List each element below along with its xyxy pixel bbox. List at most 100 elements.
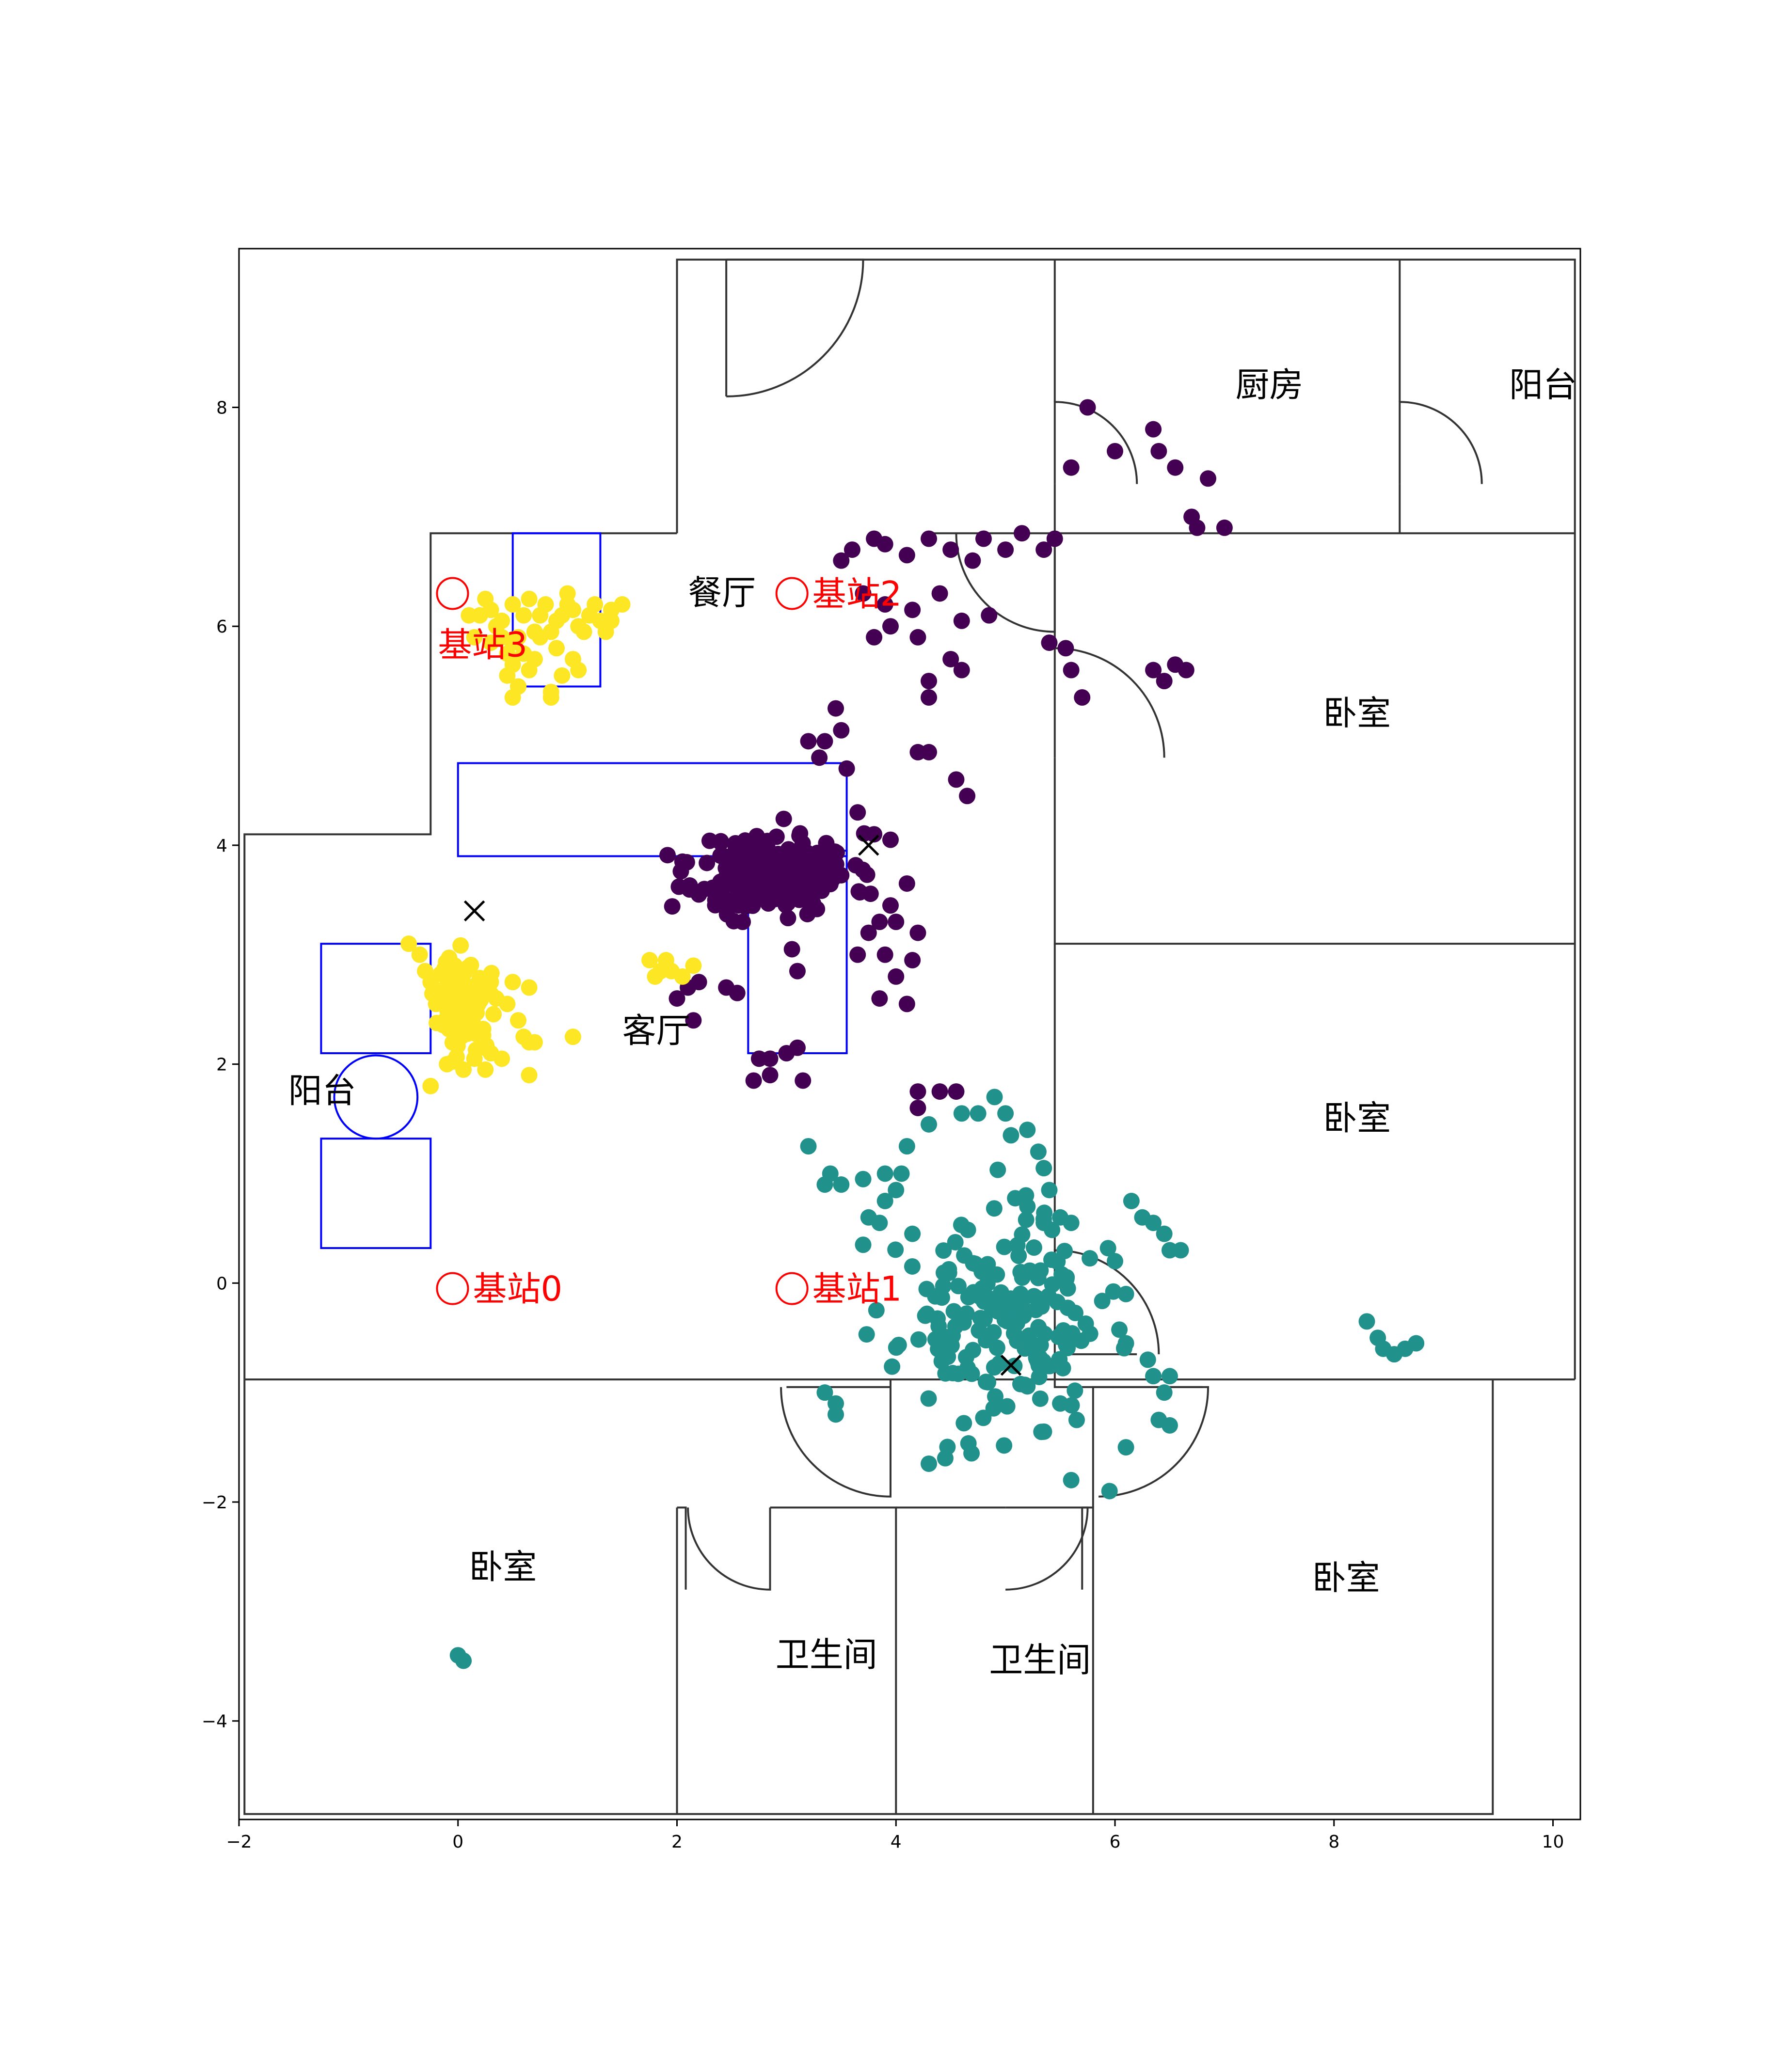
door-swing-arc: [726, 258, 864, 397]
base-station-label: 基站0: [473, 1269, 562, 1309]
scatter-point: [822, 864, 839, 881]
scatter-point: [882, 618, 899, 635]
scatter-point: [439, 1056, 456, 1073]
scatter-point: [876, 596, 893, 613]
scatter-point: [898, 996, 915, 1012]
scatter-point: [950, 1278, 967, 1295]
scatter-point: [789, 963, 806, 980]
scatter-point: [1101, 1483, 1118, 1500]
wall-segment: [243, 1379, 1494, 1815]
centroid-marker: [1000, 1354, 1022, 1376]
scatter-point: [509, 1012, 526, 1029]
scatter-point: [1094, 1293, 1111, 1310]
scatter-point: [942, 541, 959, 558]
scatter-point: [860, 924, 877, 941]
y-tick-label: 4: [216, 836, 227, 856]
room-label: 阳台: [1509, 365, 1577, 405]
door-swing-arc: [1053, 647, 1165, 758]
scatter-point: [456, 965, 473, 981]
y-tick-label: −2: [202, 1493, 227, 1513]
scatter-point: [669, 990, 685, 1007]
wall-segment: [676, 258, 1576, 1380]
cluster-centroids: [463, 835, 1022, 1376]
room-label: 卧室: [1323, 693, 1391, 733]
scatter-point: [828, 1406, 844, 1423]
scatter-point: [521, 590, 538, 607]
scatter-point: [953, 662, 970, 679]
scatter-point: [975, 1409, 992, 1426]
scatter-point: [862, 886, 879, 902]
scatter-point: [762, 1067, 779, 1084]
scatter-point: [1049, 1253, 1066, 1270]
scatter-point: [919, 1305, 936, 1322]
scatter-point: [422, 1077, 439, 1094]
scatter-point: [933, 1289, 950, 1306]
wall-segment: [1053, 1379, 1099, 1388]
scatter-point: [1059, 1280, 1076, 1297]
scatter-point: [876, 1192, 893, 1209]
centroid-marker: [858, 835, 879, 856]
scatter-point: [1117, 1335, 1134, 1352]
scatter-point: [1019, 1198, 1036, 1215]
scatter-point: [466, 629, 483, 646]
scatter-point: [965, 1284, 982, 1301]
room-label: 卫生间: [989, 1640, 1091, 1680]
scatter-point: [871, 1215, 888, 1232]
base-station-label: 基站1: [812, 1269, 902, 1309]
door-swing-arc: [780, 1387, 891, 1498]
scatter-point: [999, 1398, 1016, 1415]
scatter-point: [1067, 1304, 1083, 1321]
scatter-point: [780, 841, 797, 858]
scatter-point: [768, 828, 785, 845]
scatter-point: [452, 937, 469, 954]
base-station-marker: [775, 1272, 809, 1305]
scatter-point: [1035, 1160, 1052, 1177]
scatter-point: [659, 847, 676, 864]
scatter-point: [696, 881, 713, 898]
scatter-point: [1408, 1335, 1425, 1352]
door-swing-arc: [955, 533, 1056, 633]
scatter-point: [641, 952, 658, 969]
scatter-point: [614, 596, 631, 613]
axes: −2 0 2 4 6 8 10 −4 −2 0 2 4 6 8: [202, 398, 1564, 1852]
scatter-point: [997, 541, 1014, 558]
scatter-points: [400, 399, 1425, 1669]
scatter-point: [509, 629, 526, 646]
scatter-point: [1156, 673, 1173, 690]
scatter-point: [800, 1138, 817, 1155]
scatter-point: [920, 1390, 937, 1407]
scatter-point: [955, 1415, 972, 1432]
scatter-point: [909, 1099, 926, 1116]
scatter-point: [893, 1165, 910, 1182]
scatter-point: [876, 536, 893, 553]
scatter-point: [1006, 1358, 1023, 1375]
scatter-point: [712, 834, 729, 851]
scatter-point: [1030, 1143, 1047, 1160]
scatter-point: [1063, 662, 1080, 679]
scatter-point: [970, 1105, 987, 1122]
room-label: 厨房: [1235, 365, 1303, 405]
scatter-point: [477, 590, 494, 607]
scatter-point: [461, 607, 478, 624]
scatter-point: [1016, 1376, 1033, 1393]
scatter-point: [780, 910, 796, 927]
scatter-point: [485, 1006, 502, 1023]
scatter-point: [904, 1225, 921, 1242]
scatter-point: [1025, 1239, 1042, 1256]
scatter-point: [1031, 1368, 1048, 1385]
scatter-point: [1216, 519, 1233, 536]
scatter-point: [980, 1374, 997, 1391]
scatter-point: [827, 843, 844, 860]
scatter-point: [849, 946, 866, 963]
scatter-point: [411, 946, 428, 963]
scatter-point: [1067, 1382, 1083, 1399]
base-station-marker: [775, 577, 809, 610]
scatter-point: [956, 1247, 973, 1264]
scatter-point: [838, 760, 855, 777]
scatter-point: [554, 667, 571, 684]
scatter-point: [987, 1388, 1004, 1405]
scatter-point: [783, 941, 800, 958]
scatter-point: [981, 607, 998, 624]
scatter-point: [999, 1313, 1016, 1329]
scatter-point: [975, 530, 992, 547]
